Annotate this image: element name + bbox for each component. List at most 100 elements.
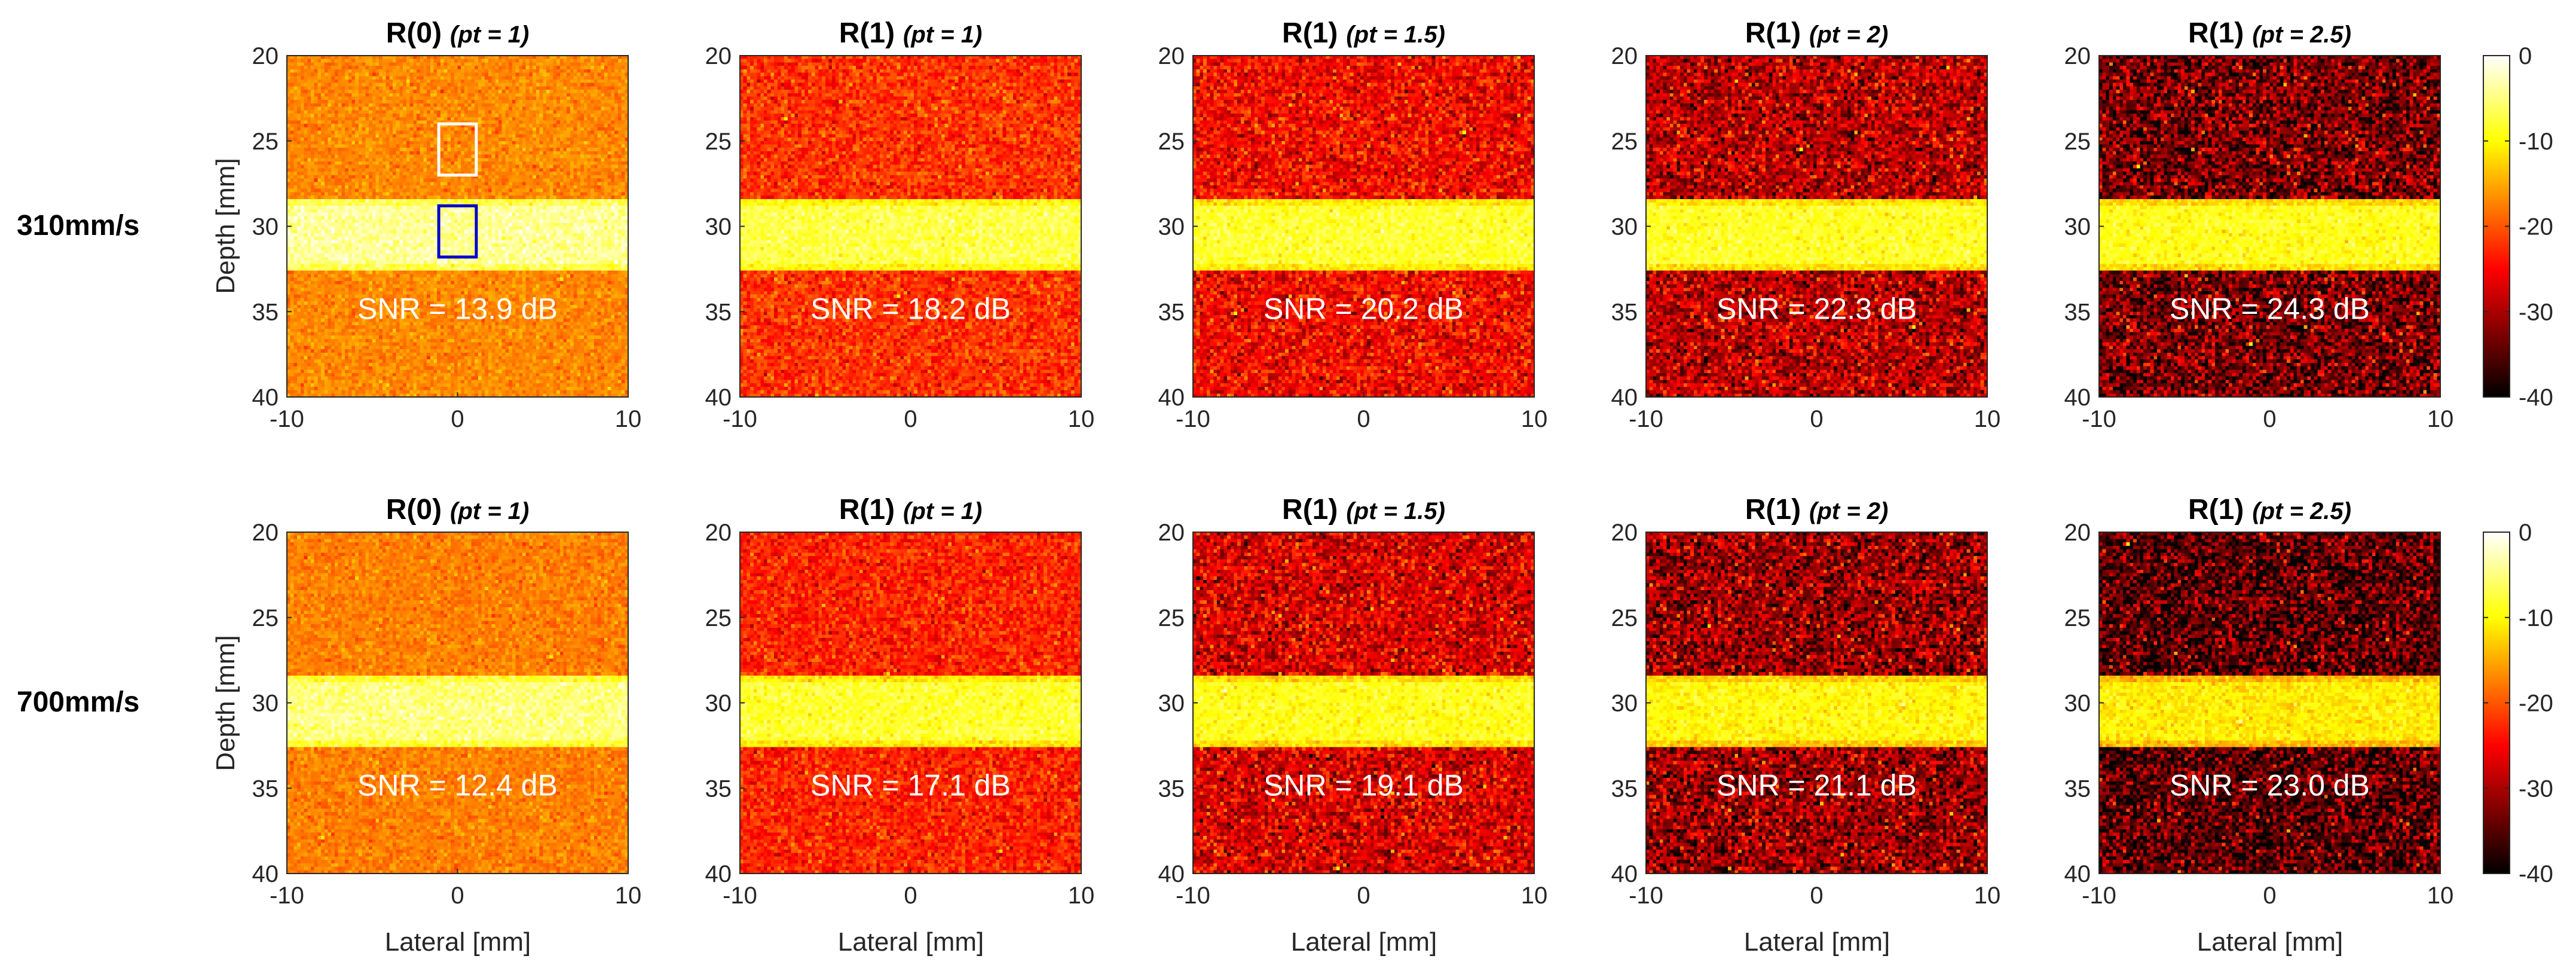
y-tick-label: 40	[705, 861, 732, 887]
panel-title: R(1) (pt = 1)	[839, 17, 983, 49]
x-tick-label: 10	[615, 883, 642, 909]
panel-title: R(1) (pt = 2.5)	[2188, 17, 2351, 49]
y-tick-label: 30	[1158, 214, 1185, 240]
y-tick-label: 20	[1158, 43, 1185, 69]
x-axis-label-5: Lateral [mm]	[2197, 927, 2344, 957]
y-tick-label: 20	[1158, 520, 1185, 546]
colorbar-tick-label: -10	[2519, 129, 2553, 155]
colorbar-tick-label: -10	[2519, 605, 2553, 631]
y-tick-label: 30	[252, 214, 279, 240]
panel-title: R(1) (pt = 1.5)	[1282, 17, 1445, 49]
y-tick-label: 25	[1611, 129, 1638, 155]
panel-title: R(0) (pt = 1)	[386, 494, 530, 526]
y-tick-label: 30	[252, 691, 279, 717]
snr-label: SNR = 18.2 dB	[810, 292, 1011, 326]
y-tick-label: 35	[252, 775, 279, 802]
y-tick-label: 20	[1611, 520, 1638, 546]
x-tick-label: 0	[904, 883, 917, 909]
x-tick-label: -10	[270, 406, 304, 432]
x-tick-label: 0	[1810, 406, 1823, 432]
colorbar-tick-label: -20	[2519, 214, 2553, 240]
panel-title-param: (pt = 2)	[1809, 498, 1888, 524]
panel-title: R(1) (pt = 1)	[839, 494, 983, 526]
y-tick-label: 40	[1611, 384, 1638, 411]
x-tick-label: 0	[451, 883, 464, 909]
heatmap-image	[740, 56, 1081, 397]
y-tick-label: 25	[1158, 129, 1185, 155]
panel-r1-c3: R(1) (pt = 2) 20 25 30 35 40-10 0 10 SNR = 21.1 d…	[1611, 494, 2001, 909]
y-tick-label: 35	[2064, 299, 2091, 325]
panel-title-main: R(1)	[2188, 17, 2244, 49]
panel-title-main: R(1)	[1282, 17, 1338, 49]
snr-label: SNR = 19.1 dB	[1263, 769, 1464, 802]
y-tick-label: 25	[705, 129, 732, 155]
panel-title-main: R(0)	[386, 17, 442, 49]
snr-label: SNR = 20.2 dB	[1263, 292, 1464, 326]
y-tick-label: 30	[1611, 214, 1638, 240]
colorbar-tick-label: 0	[2519, 43, 2532, 69]
x-tick-label: -10	[2082, 406, 2116, 432]
panel-title-main: R(1)	[1745, 17, 1801, 49]
y-tick-label: 40	[2064, 861, 2091, 887]
panel-title-param: (pt = 1)	[450, 498, 529, 524]
y-tick-label: 35	[705, 299, 732, 325]
y-tick-label: 40	[252, 384, 279, 411]
panel-title: R(1) (pt = 2)	[1745, 17, 1889, 49]
x-axis-label-3: Lateral [mm]	[1291, 927, 1437, 957]
row-label-700: 700mm/s	[17, 686, 139, 718]
panel-r0-c3: R(1) (pt = 2) 20 25 30 35 40-10 0 10 SNR = 22.3 d…	[1611, 17, 2001, 432]
snr-label: SNR = 21.1 dB	[1717, 769, 1917, 802]
x-tick-label: -10	[723, 406, 757, 432]
y-tick-label: 20	[252, 520, 279, 546]
panel-title-main: R(1)	[1282, 494, 1338, 526]
y-tick-label: 20	[2064, 520, 2091, 546]
heatmap-image	[1646, 56, 1987, 397]
x-tick-label: -10	[270, 883, 304, 909]
colorbar-tick-label: -20	[2519, 691, 2553, 717]
y-tick-label: 35	[2064, 775, 2091, 802]
y-tick-label: 30	[1158, 691, 1185, 717]
snr-label: SNR = 24.3 dB	[2170, 292, 2370, 326]
x-tick-label: -10	[2082, 883, 2116, 909]
x-tick-label: 0	[2263, 883, 2276, 909]
y-tick-label: 25	[252, 129, 279, 155]
panel-title: R(1) (pt = 1.5)	[1282, 494, 1445, 526]
signal-roi	[437, 204, 478, 259]
x-axis-label-1: Lateral [mm]	[385, 927, 531, 957]
x-tick-label: 10	[1521, 883, 1548, 909]
x-tick-label: -10	[1629, 883, 1663, 909]
snr-label: SNR = 22.3 dB	[1717, 292, 1917, 326]
y-tick-label: 30	[2064, 691, 2091, 717]
panel-r1-c1: R(1) (pt = 1) 20 25 30 35 40-10 0 10 SNR = 17.1 d…	[705, 494, 1095, 909]
panel-title: R(0) (pt = 1)	[386, 17, 530, 49]
panel-title-param: (pt = 2)	[1809, 22, 1888, 48]
x-axis-label-2: Lateral [mm]	[838, 927, 984, 957]
panel-title-param: (pt = 1.5)	[1346, 22, 1445, 48]
y-tick-label: 35	[1611, 775, 1638, 802]
y-tick-label: 40	[2064, 384, 2091, 411]
panel-title: R(1) (pt = 2.5)	[2188, 494, 2351, 526]
snr-label: SNR = 17.1 dB	[810, 769, 1011, 802]
y-tick-label: 35	[1158, 775, 1185, 802]
panel-title-param: (pt = 2.5)	[2252, 498, 2351, 524]
panel-r1-c0: R(0) (pt = 1) 20 25 30 35 40-10 0 10 SNR = 12.4 d…	[252, 494, 642, 909]
panel-title-main: R(1)	[839, 17, 895, 49]
heatmap-image	[1646, 532, 1987, 874]
y-tick-label: 40	[705, 384, 732, 411]
x-tick-label: -10	[1629, 406, 1663, 432]
panel-r0-c2: R(1) (pt = 1.5) 20 25 30 35 40-10 0 10 SNR = 20.2…	[1158, 17, 1548, 432]
colorbars-group: 0 -10 -20 -30 -40 0 -10 -20 -30 -40	[2483, 43, 2553, 887]
colorbar-tick-label: -40	[2519, 384, 2553, 411]
panel-title-main: R(1)	[1745, 494, 1801, 526]
y-tick-label: 20	[252, 43, 279, 69]
panel-title-param: (pt = 1)	[450, 22, 529, 48]
y-tick-label: 30	[2064, 214, 2091, 240]
y-tick-label: 40	[1158, 861, 1185, 887]
x-tick-label: -10	[1176, 883, 1210, 909]
colorbar-tick-label: 0	[2519, 520, 2532, 546]
panel-title-param: (pt = 1)	[903, 22, 982, 48]
heatmap-image	[2099, 56, 2440, 397]
y-tick-label: 30	[705, 691, 732, 717]
